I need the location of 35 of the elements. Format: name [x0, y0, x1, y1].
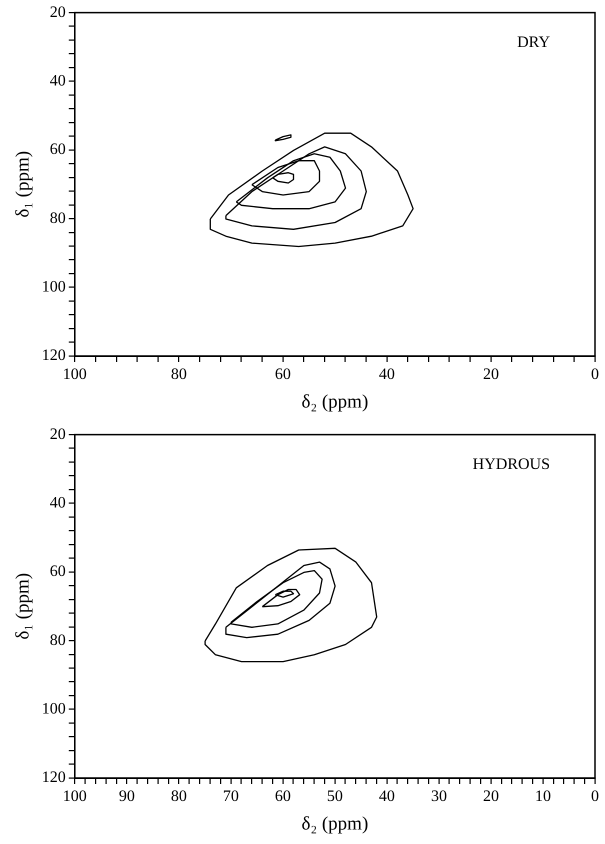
x-tick-label: 30: [430, 788, 447, 805]
x-tick-label: 60: [274, 366, 291, 383]
y-tick-label: 120: [42, 769, 66, 786]
y-axis-title: δ₁ (ppm): [12, 572, 34, 640]
annotation: HYDROUS: [472, 456, 550, 473]
x-tick-label: 90: [118, 788, 135, 805]
x-tick-label: 40: [378, 788, 395, 805]
x-tick-label: 50: [326, 788, 343, 805]
x-tick-label: 100: [62, 788, 87, 805]
x-tick-label: 80: [170, 788, 187, 805]
y-tick-label: 80: [50, 210, 66, 227]
y-tick-label: 100: [42, 278, 66, 296]
x-tick-label: 0: [591, 366, 599, 383]
x-tick-label: 10: [534, 788, 551, 805]
x-tick-label: 100: [62, 366, 87, 383]
x-tick-label: 60: [274, 788, 291, 805]
x-axis-title: δ₂ (ppm): [302, 814, 368, 835]
y-tick-label: 100: [42, 700, 66, 718]
y-axis-title: δ₁ (ppm): [12, 150, 34, 218]
y-tick-label: 20: [50, 4, 66, 21]
y-tick-label: 60: [50, 563, 66, 580]
y-tick-label: 120: [42, 347, 66, 364]
x-axis-title: δ₂ (ppm): [302, 392, 368, 413]
x-tick-label: 20: [482, 788, 499, 805]
x-tick-label: 20: [482, 366, 499, 383]
x-tick-label: 0: [591, 788, 599, 805]
y-tick-label: 40: [50, 72, 66, 90]
y-tick-label: 20: [50, 426, 66, 443]
y-tick-label: 60: [50, 141, 66, 158]
x-tick-label: 80: [170, 366, 187, 383]
annotation: DRY: [517, 34, 550, 51]
y-tick-label: 40: [50, 494, 66, 512]
x-tick-label: 40: [378, 366, 395, 383]
x-tick-label: 70: [222, 788, 239, 805]
y-tick-label: 80: [50, 632, 66, 649]
